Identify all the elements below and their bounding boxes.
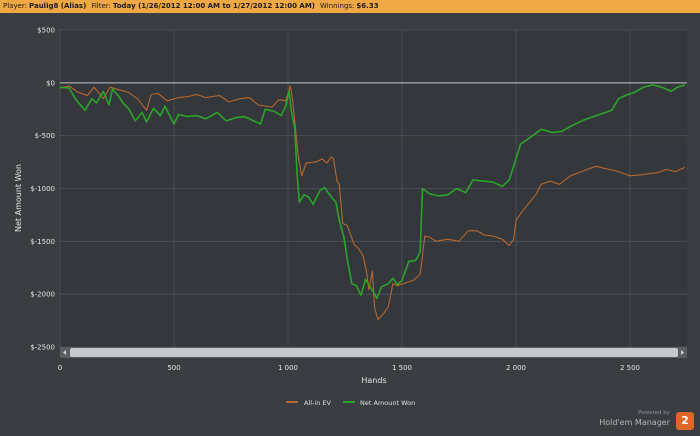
filter-value: Today (1/26/2012 12:00 AM to 1/27/2012 1… [112, 2, 315, 10]
y-axis-tick-labels: $500 $0 $-500 $-1000 $-1500 $-2000 $-2500 [30, 27, 55, 352]
holdem-manager-logo-icon: 2 [676, 412, 694, 430]
scroll-right-arrow-icon[interactable] [681, 350, 684, 355]
x-tick-label: 500 [167, 364, 180, 372]
series-line-net-amount-won [59, 84, 685, 300]
x-axis-tick-labels: 0 500 1 000 1 500 2 000 2 500 [58, 364, 640, 372]
x-tick-label: 1 000 [278, 364, 298, 372]
scrollbar-thumb[interactable] [70, 348, 678, 357]
y-tick-label: $-500 [35, 132, 55, 140]
powered-by-text: Powered by [638, 410, 670, 416]
y-tick-label: $-2500 [30, 344, 55, 352]
player-value: Paulig8 (Alias) [29, 2, 87, 10]
x-tick-label: 1 500 [392, 364, 412, 372]
winnings-chart: $500 $0 $-500 $-1000 $-1500 $-2000 $-2500 0 500… [14, 27, 687, 407]
player-label: Player: [3, 2, 28, 10]
x-axis-title: Hands [361, 376, 386, 385]
filter-label: Filter: [91, 2, 111, 10]
y-axis-title: Net Amount Won [14, 164, 23, 232]
report-header-bar: Player: Paulig8 (Alias) Filter: Today (1/26… [0, 0, 700, 13]
y-tick-label: $-2000 [30, 291, 55, 299]
x-tick-label: 0 [58, 364, 62, 372]
y-tick-label: $-1000 [30, 185, 55, 193]
chart-legend: All-in EV Net Amount Won [286, 399, 415, 407]
series-line-all-in-ev [59, 85, 685, 321]
legend-label-all-in-ev: All-in EV [304, 399, 332, 407]
product-name: Hold'em Manager [599, 418, 670, 427]
winnings-value: $6.33 [356, 2, 379, 10]
legend-label-net-amount-won: Net Amount Won [360, 399, 415, 407]
x-tick-label: 2 000 [506, 364, 526, 372]
chart-series [59, 84, 685, 321]
winnings-label: Winnings: [320, 2, 355, 10]
y-tick-label: $-1500 [30, 238, 55, 246]
y-tick-label: $500 [37, 27, 55, 35]
horizontal-scrollbar[interactable] [60, 347, 687, 358]
x-tick-label: 2 500 [620, 364, 640, 372]
scroll-left-arrow-icon[interactable] [63, 350, 66, 355]
branding-block: Powered by Hold'em Manager 2 [598, 410, 694, 432]
y-tick-label: $0 [46, 79, 55, 87]
